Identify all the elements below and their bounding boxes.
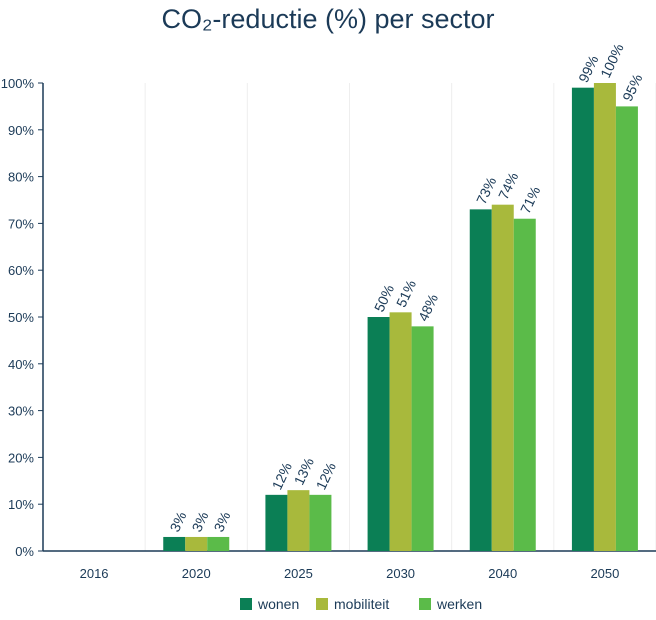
bar-mobiliteit: [491, 204, 514, 551]
data-label: 48%: [415, 291, 441, 323]
x-tick-label: 2030: [386, 566, 415, 581]
data-label: 71%: [517, 184, 543, 216]
y-tick-label: 100%: [1, 76, 35, 91]
bar-wonen: [469, 209, 492, 552]
x-tick-label: 2050: [590, 566, 619, 581]
legend-label-wonen: wonen: [257, 596, 299, 612]
grid: [42, 83, 656, 551]
y-tick-label: 30%: [8, 404, 34, 419]
bar-werken: [513, 218, 536, 551]
y-tick-label: 80%: [8, 170, 34, 185]
y-tick-label: 70%: [8, 216, 34, 231]
x-tick-label: 2025: [284, 566, 313, 581]
data-label: 73%: [473, 174, 499, 206]
y-tick-label: 10%: [8, 497, 34, 512]
data-label: 99%: [575, 53, 601, 85]
bar-werken: [207, 536, 230, 551]
y-tick-label: 0%: [15, 544, 34, 559]
bar-mobiliteit: [593, 83, 616, 551]
bar-wonen: [367, 317, 390, 551]
legend: wonen mobiliteit werken: [240, 596, 482, 612]
legend-swatch-werken: [419, 598, 431, 610]
bar-wonen: [571, 87, 594, 552]
bar-wonen: [265, 494, 288, 551]
legend-label-mobiliteit: mobiliteit: [334, 596, 389, 612]
bar-werken: [411, 326, 434, 551]
y-tick-label: 40%: [8, 357, 34, 372]
data-label: 51%: [393, 277, 419, 309]
bar-werken: [309, 494, 332, 551]
chart-title: CO₂-reductie (%) per sector: [161, 4, 494, 34]
legend-swatch-mobiliteit: [316, 598, 328, 610]
bar-mobiliteit: [389, 312, 412, 551]
bar-mobiliteit: [185, 536, 208, 551]
x-tick-label: 2016: [80, 566, 109, 581]
y-tick-label: 90%: [8, 123, 34, 138]
data-label: 12%: [313, 460, 339, 492]
y-tick-label: 50%: [8, 310, 34, 325]
x-axis: 2016 2020 2025 2030 2040 2050: [43, 550, 656, 581]
data-label: 12%: [269, 460, 295, 492]
legend-swatch-wonen: [240, 598, 252, 610]
bar-wonen: [163, 536, 186, 551]
data-label: 100%: [597, 41, 627, 80]
data-label: 74%: [495, 170, 521, 202]
data-label: 50%: [371, 282, 397, 314]
y-tick-label: 60%: [8, 263, 34, 278]
x-tick-label: 2040: [488, 566, 517, 581]
data-label: 3%: [166, 509, 189, 534]
bar-mobiliteit: [287, 490, 310, 551]
y-axis: 0% 10% 20% 30% 40% 50% 60% 70% 80% 90% 100%: [1, 76, 44, 559]
bars: [163, 83, 638, 552]
data-label: 3%: [210, 509, 233, 534]
bar-werken: [615, 106, 638, 552]
data-label: 95%: [619, 72, 645, 104]
y-tick-label: 20%: [8, 450, 34, 465]
data-label: 3%: [188, 509, 211, 534]
x-tick-label: 2020: [182, 566, 211, 581]
legend-label-werken: werken: [436, 596, 482, 612]
